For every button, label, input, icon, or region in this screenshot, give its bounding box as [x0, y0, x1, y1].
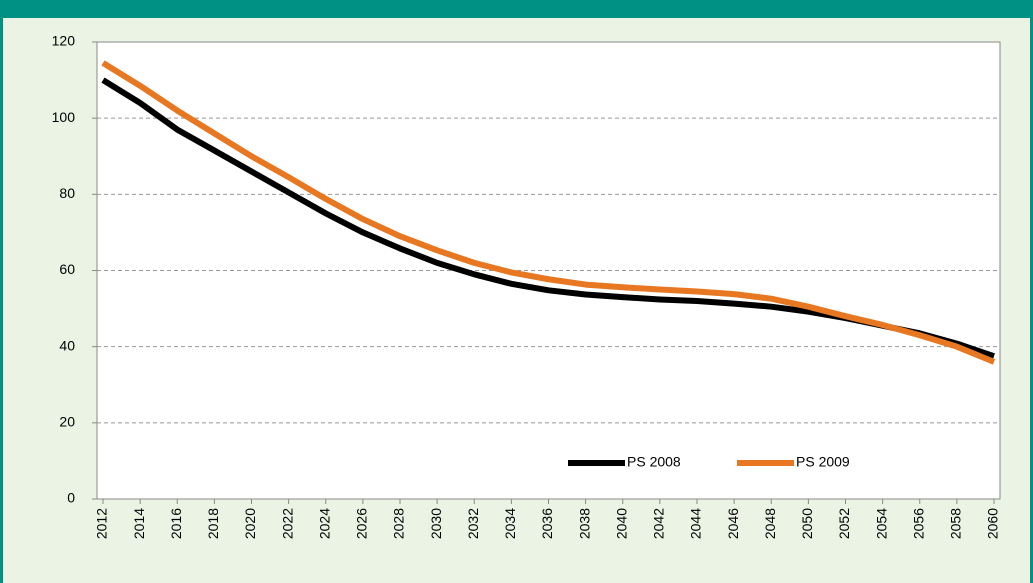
- x-tick-label: 2044: [688, 508, 704, 539]
- x-tick-label: 2052: [836, 508, 852, 539]
- x-tick-label: 2042: [651, 508, 667, 539]
- y-tick-label: 120: [52, 33, 76, 49]
- y-tick-label: 80: [59, 185, 75, 201]
- legend-label: PS 2008: [627, 454, 681, 470]
- x-tick-label: 2048: [762, 508, 778, 539]
- x-tick-label: 2022: [279, 508, 295, 539]
- y-tick-label: 40: [59, 337, 75, 353]
- x-tick-label: 2016: [168, 508, 184, 539]
- x-tick-label: 2012: [94, 508, 110, 539]
- y-tick-label: 20: [59, 414, 75, 430]
- x-tick-label: 2030: [428, 508, 444, 539]
- x-tick-label: 2026: [354, 508, 370, 539]
- y-tick-label: 0: [67, 490, 75, 506]
- x-tick-label: 2058: [948, 508, 964, 539]
- x-tick-label: 2034: [502, 508, 518, 539]
- x-tick-label: 2038: [576, 508, 592, 539]
- x-tick-label: 2056: [910, 508, 926, 539]
- legend-label: PS 2009: [796, 454, 850, 470]
- x-tick-label: 2032: [465, 508, 481, 539]
- x-tick-label: 2028: [391, 508, 407, 539]
- x-tick-label: 2020: [242, 508, 258, 539]
- x-tick-label: 2046: [725, 508, 741, 539]
- x-tick-label: 2014: [131, 508, 147, 539]
- x-tick-label: 2060: [985, 508, 1001, 539]
- line-series: [101, 60, 996, 365]
- x-tick-label: 2018: [205, 508, 221, 539]
- x-tick-label: 2040: [613, 508, 629, 539]
- x-tick-label: 2054: [873, 508, 889, 539]
- x-tick-label: 2050: [799, 508, 815, 539]
- x-tick-label: 2024: [316, 508, 332, 539]
- y-tick-label: 100: [52, 109, 76, 125]
- x-tick-label: 2036: [539, 508, 555, 539]
- y-tick-label: 60: [59, 261, 75, 277]
